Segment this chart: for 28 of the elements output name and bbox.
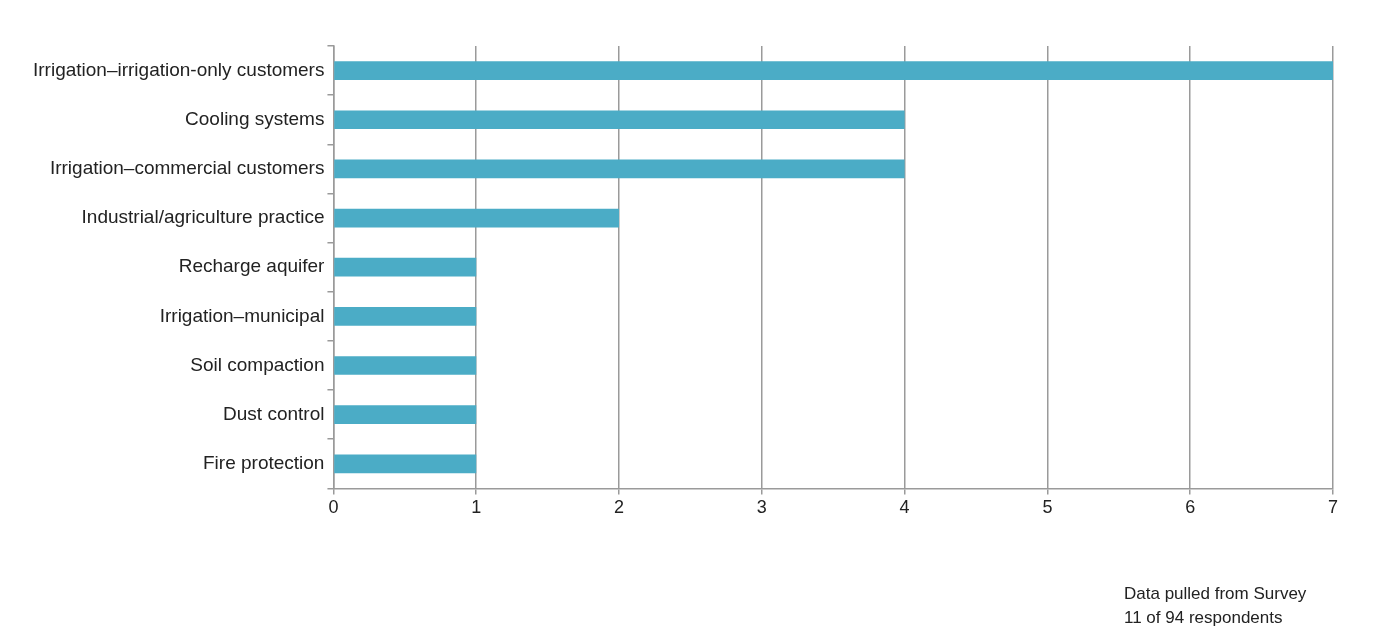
y-tick-label: Industrial/agriculture practice	[81, 206, 325, 228]
bar	[334, 110, 905, 130]
text: Data pulled from Survey	[1124, 583, 1307, 605]
x-tick-label: 6	[1185, 497, 1196, 518]
x-tick-label: 5	[1042, 497, 1053, 518]
bar	[334, 454, 477, 474]
bar	[334, 356, 477, 375]
bar	[334, 61, 1333, 80]
bar	[334, 208, 620, 228]
bar	[334, 307, 477, 326]
y-tick-label: Cooling systems	[185, 107, 325, 129]
x-tick-label: 0	[328, 497, 339, 518]
y-tick-label: Fire protection	[202, 452, 325, 474]
bar	[334, 405, 477, 425]
x-tick-label: 1	[471, 497, 482, 518]
y-tick-label: Recharge aquifer	[178, 255, 326, 277]
x-tick-label: 3	[756, 497, 767, 518]
y-tick-label: Irrigation–commercial customers	[49, 157, 325, 179]
y-tick-label: Dust control	[223, 402, 325, 424]
y-tick-label: Irrigation–irrigation-only customers	[32, 58, 325, 80]
y-tick-label: Irrigation–municipal	[159, 304, 325, 326]
y-tick-label: Soil compaction	[190, 353, 325, 375]
x-tick-label: 4	[899, 497, 910, 518]
bar	[334, 257, 477, 277]
x-tick-label: 2	[614, 497, 625, 518]
x-tick-label: 7	[1327, 497, 1339, 518]
bar	[334, 159, 905, 179]
text: 11 of 94 respondents	[1124, 607, 1284, 627]
